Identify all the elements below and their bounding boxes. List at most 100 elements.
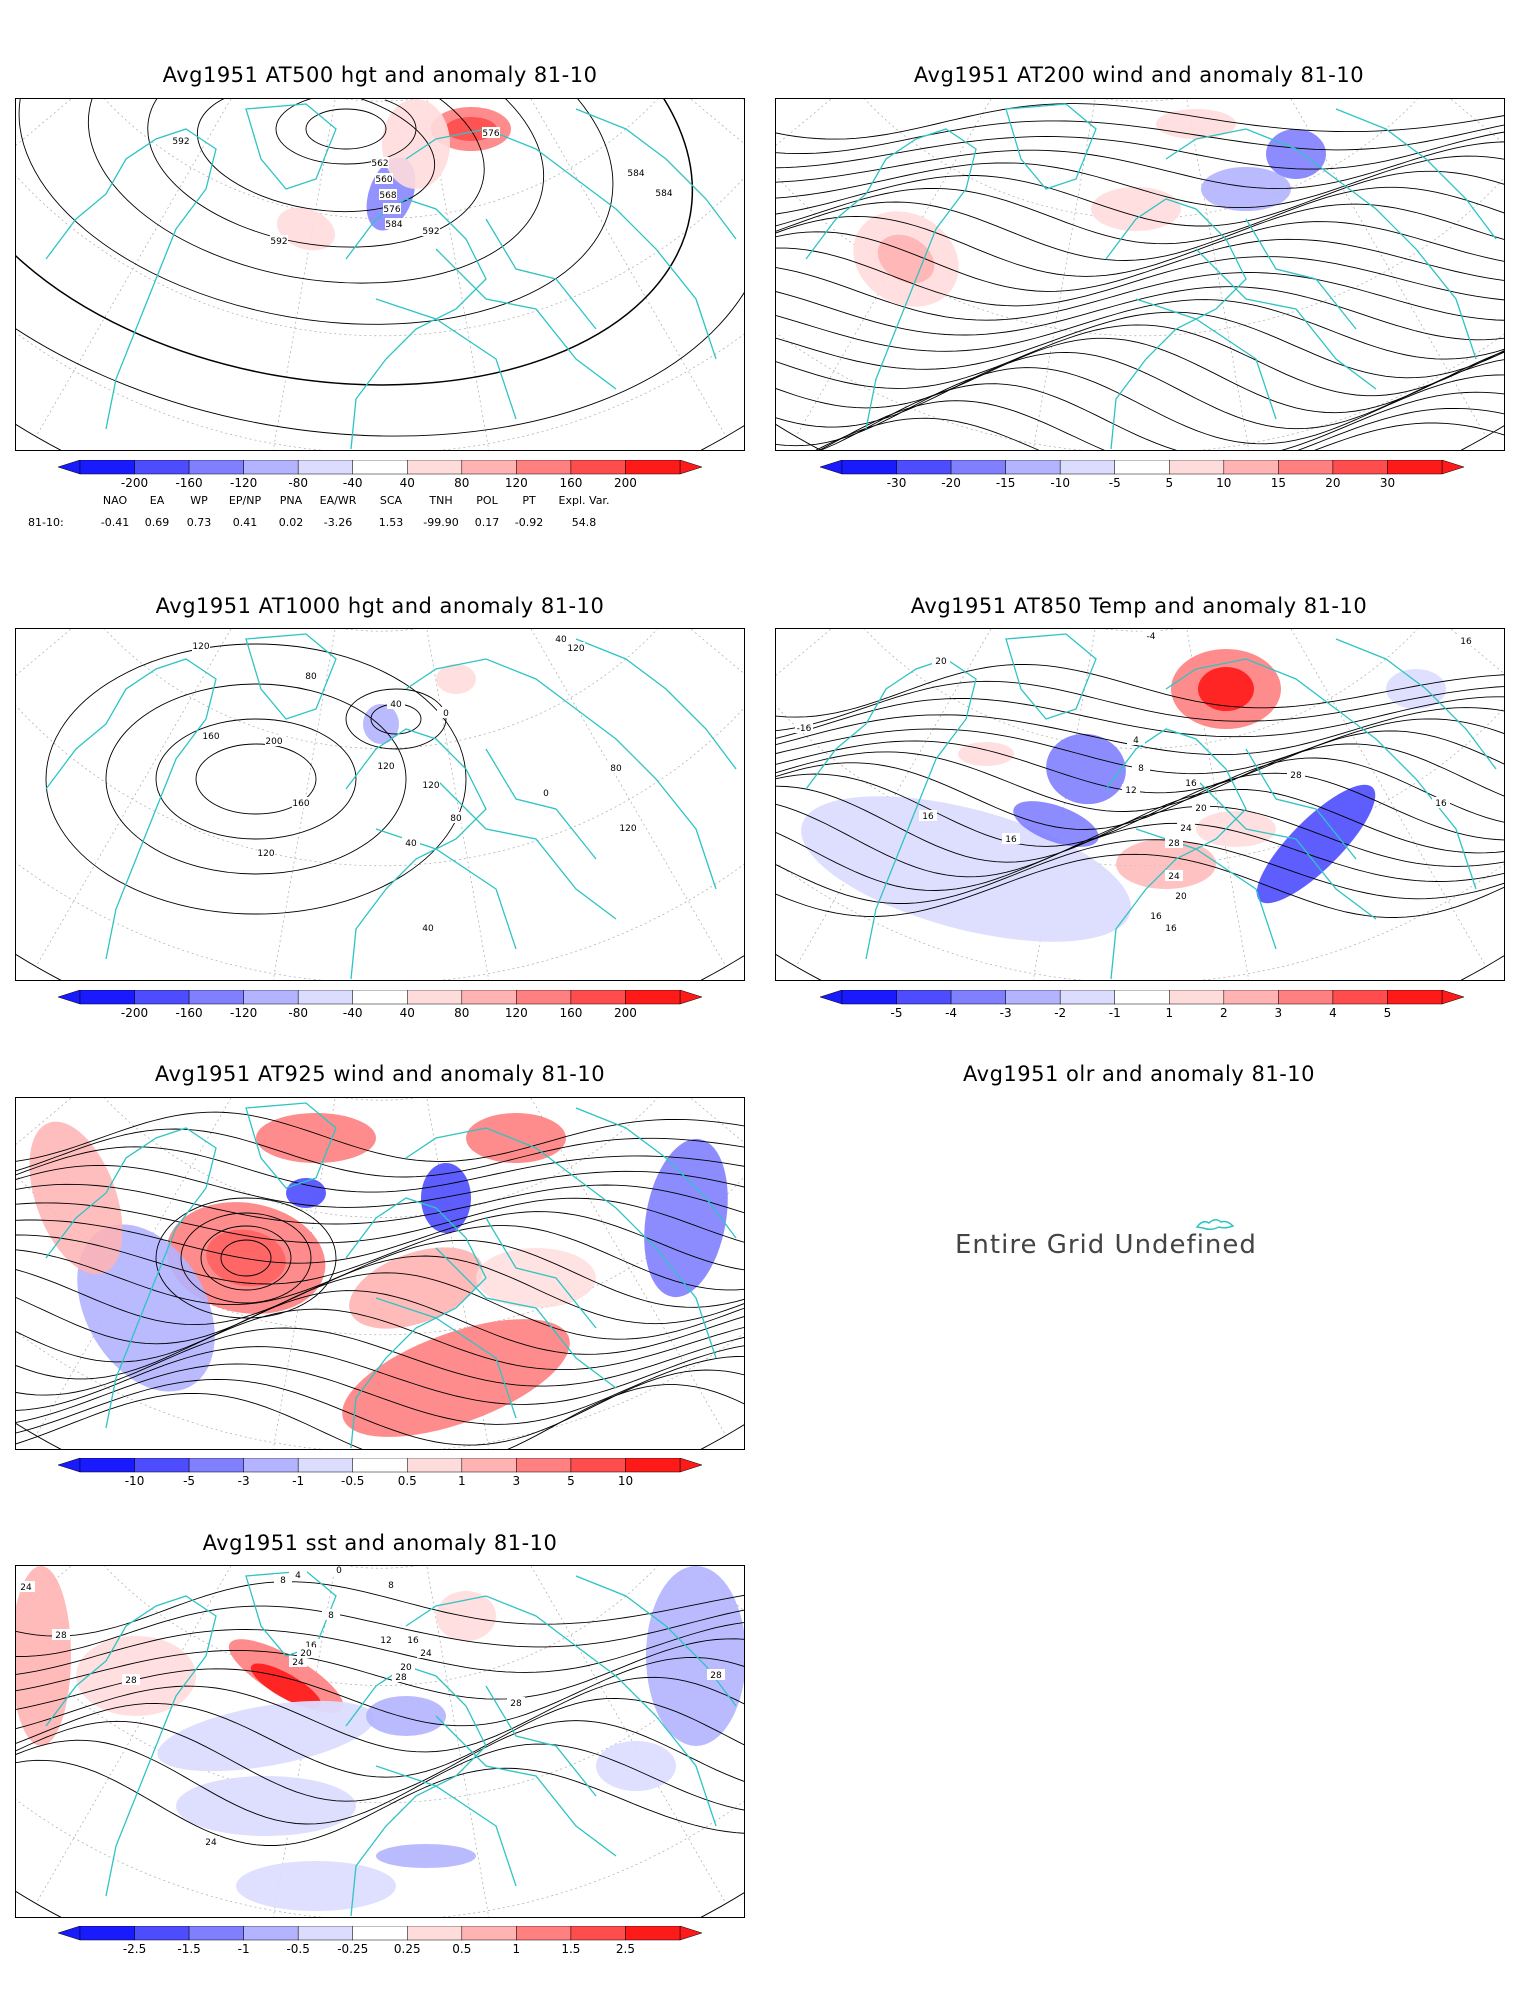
contour-label: 592 <box>172 137 189 147</box>
colorbar-tick-label: -3 <box>237 1474 250 1488</box>
contour-label: 160 <box>202 732 219 742</box>
contour-label: 584 <box>655 189 672 199</box>
colorbar-tick-label: 120 <box>504 476 528 490</box>
contour-label: 16 <box>305 1641 317 1651</box>
contour-label: 20 <box>400 1663 412 1673</box>
colorbar-tick-label: -5 <box>183 1474 196 1488</box>
map-panel-at850: 20 -4 16 -16 4 8 12 16 20 24 28 28 24 20 16 16 16 16 16 <box>775 628 1505 981</box>
tele-header: PNA <box>279 494 303 507</box>
contour-label: 12 <box>380 1636 391 1646</box>
tele-header: POL <box>476 494 498 507</box>
contour-label: 20 <box>300 1649 312 1659</box>
colorbar-tick-label: -120 <box>230 1006 258 1020</box>
tele-header: EA <box>149 494 165 507</box>
contour-label: 16 <box>1435 799 1447 809</box>
tele-header: SCA <box>379 494 403 507</box>
contour-label: 0 <box>336 1566 342 1576</box>
colorbar-tick-label: -1 <box>237 1942 250 1956</box>
colorbar-tick-label: 2 <box>1219 1006 1228 1020</box>
tele-headers: NAO EA WP EP/NP PNA EA/WR SCA TNH POL PT Expl. Var… <box>95 494 619 507</box>
tele-header: EP/NP <box>228 494 262 507</box>
contour-label: 28 <box>125 1676 137 1686</box>
contour-label: -16 <box>797 724 812 734</box>
contour-label: 8 <box>328 1611 334 1621</box>
colorbar-tick-label: -20 <box>941 476 961 490</box>
colorbar-tick-label: 1 <box>512 1942 521 1956</box>
panel-title-at850: Avg1951 AT850 Temp and anomaly 81-10 <box>910 594 1368 618</box>
contour-label: 16 <box>1185 779 1197 789</box>
tele-value: -0.92 <box>514 516 544 529</box>
contour-label: 584 <box>385 220 402 230</box>
tele-value: -0.41 <box>100 516 130 529</box>
tele-row-label: 81-10: <box>28 516 64 529</box>
contour-label: 120 <box>619 824 636 834</box>
map-at925 <box>16 1098 744 1449</box>
tele-value: 0.41 <box>232 516 258 529</box>
colorbar-tick-label: 0.5 <box>397 1474 417 1488</box>
tele-value: 54.8 <box>571 516 597 529</box>
contour-label: 592 <box>422 227 439 237</box>
panel-title-sst: Avg1951 sst and anomaly 81-10 <box>202 1531 558 1555</box>
contour-label: 0 <box>443 709 449 719</box>
panel-title-at925: Avg1951 AT925 wind and anomaly 81-10 <box>154 1062 606 1086</box>
small-landmass-icon <box>1195 1219 1235 1231</box>
contour-label: 28 <box>710 1671 722 1681</box>
contour-label: 16 <box>1150 912 1162 922</box>
colorbar-tick-label: -3 <box>999 1006 1012 1020</box>
colorbar-tick-label: -40 <box>342 1006 363 1020</box>
colorbar-tick-label: -40 <box>342 476 363 490</box>
contour-label: 120 <box>192 642 209 652</box>
colorbar-tick-label: -1 <box>292 1474 305 1488</box>
colorbar-tick-label: -120 <box>230 476 258 490</box>
contour-label: 562 <box>371 159 388 169</box>
contour-label: 20 <box>1195 804 1207 814</box>
contour-label: 40 <box>555 635 567 645</box>
colorbar-tick-label: -0.5 <box>341 1474 365 1488</box>
contour-label: 28 <box>395 1673 407 1683</box>
colorbar-tick-label: 1.5 <box>561 1942 581 1956</box>
colorbar-tick-label: 40 <box>399 1006 415 1020</box>
tele-header: NAO <box>102 494 128 507</box>
contour-label: 28 <box>55 1631 67 1641</box>
tele-header: Expl. Var. <box>558 494 610 507</box>
tele-header: PT <box>522 494 536 507</box>
contour-label: 16 <box>1460 637 1472 647</box>
colorbar-tick-label: 20 <box>1325 476 1341 490</box>
tele-header: WP <box>190 494 208 507</box>
colorbar-tick-label: 200 <box>614 476 637 490</box>
colorbar-tick-label: 80 <box>454 476 470 490</box>
contour-label: 4 <box>1133 736 1139 746</box>
colorbar-at925: -10 -5 -3 -1 -0.5 0.5 1 3 5 10 <box>58 1458 702 1500</box>
colorbar-at850: -5 -4 -3 -2 -1 1 2 3 4 5 <box>820 990 1464 1032</box>
colorbar-tick-label: -30 <box>886 476 907 490</box>
contour-label: 584 <box>627 169 644 179</box>
colorbar-tick-label: 40 <box>399 476 415 490</box>
contour-label: 160 <box>292 799 309 809</box>
colorbar-tick-label: 2.5 <box>615 1942 635 1956</box>
tele-value: 1.53 <box>378 516 404 529</box>
contour-label: 16 <box>922 812 934 822</box>
colorbar-tick-label: -15 <box>995 476 1016 490</box>
contour-label: 16 <box>1165 924 1177 934</box>
map-panel-sst: 24 28 28 8 4 0 8 8 12 16 20 24 16 20 24 28 28 28 24 <box>15 1565 745 1918</box>
colorbar-at500: -200 -160 -120 -80 -40 40 80 120 160 200 <box>58 460 702 502</box>
panel-title-at500: Avg1951 AT500 hgt and anomaly 81-10 <box>162 63 598 87</box>
contour-label: 16 <box>407 1636 419 1646</box>
contour-label: 576 <box>482 129 499 139</box>
tele-header: TNH <box>429 494 453 507</box>
colorbar-tick-label: 160 <box>559 1006 583 1020</box>
tele-value: 0.02 <box>278 516 304 529</box>
colorbar-tick-label: 3 <box>1274 1006 1283 1020</box>
map-panel-at1000: 120 80 40 160 200 160 120 120 120 80 40 0 40 120 80 120… <box>15 628 745 981</box>
contour-label: 8 <box>280 1576 286 1586</box>
contour-label: 24 <box>1180 824 1192 834</box>
colorbar-tick-label: -160 <box>175 1006 203 1020</box>
contour-label: 28 <box>510 1699 522 1709</box>
colorbar-tick-label: 0.5 <box>452 1942 472 1956</box>
colorbar-tick-label: 200 <box>614 1006 637 1020</box>
contour-label: -4 <box>1147 632 1156 642</box>
colorbar-at200: -30 -20 -15 -10 -5 5 10 15 20 30 <box>820 460 1464 502</box>
colorbar-tick-label: -1 <box>1108 1006 1121 1020</box>
colorbar-tick-label: -160 <box>175 476 203 490</box>
